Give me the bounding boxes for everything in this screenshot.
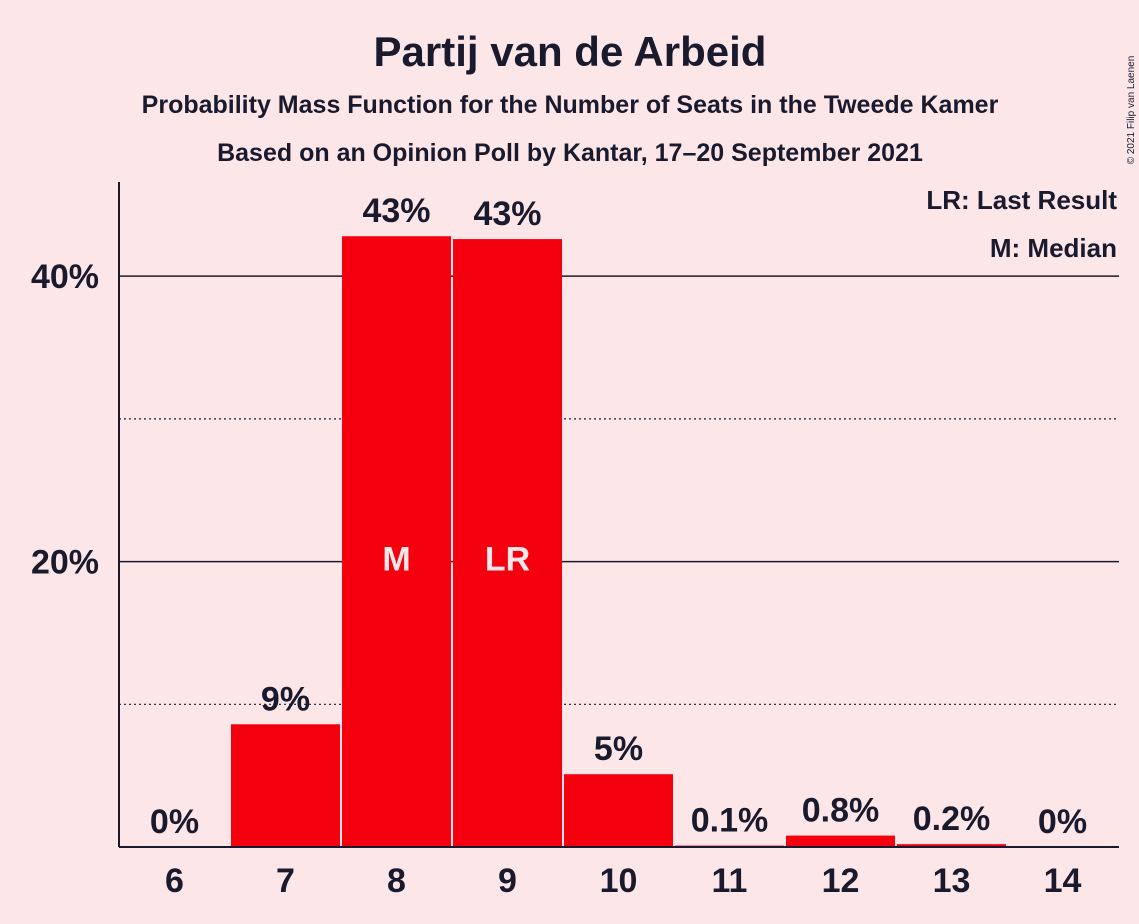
data-label-seats-14: 0% — [1038, 803, 1087, 841]
x-tick-label-8: 8 — [387, 862, 406, 900]
data-label-seats-7: 9% — [261, 680, 310, 718]
bar-seats-9 — [453, 239, 562, 847]
x-tick-label-14: 14 — [1044, 862, 1082, 900]
x-tick-label-12: 12 — [822, 862, 860, 900]
data-label-seats-10: 5% — [594, 730, 643, 768]
chart-title: Partij van de Arbeid — [374, 28, 767, 75]
x-tick-label-10: 10 — [600, 862, 638, 900]
bar-marker-lr: LR — [485, 541, 530, 579]
legend-median: M: Median — [990, 233, 1117, 263]
chart-subtitle: Probability Mass Function for the Number… — [142, 91, 999, 119]
axes: 20% 40% 6 7 8 9 10 11 12 13 14 — [31, 182, 1119, 900]
data-label-seats-8: 43% — [362, 192, 430, 230]
x-tick-label-7: 7 — [276, 862, 295, 900]
legend-last-result: LR: Last Result — [926, 185, 1117, 215]
x-tick-label-13: 13 — [933, 862, 971, 900]
bars: 0% 9% 43% 43% 5% 0.1% 0.8% 0.2% 0% M LR — [150, 192, 1087, 847]
chart-subtitle-source: Based on an Opinion Poll by Kantar, 17–2… — [217, 139, 923, 167]
bar-seats-8 — [342, 236, 451, 847]
x-tick-label-6: 6 — [165, 862, 184, 900]
x-tick-label-11: 11 — [712, 862, 748, 900]
y-tick-label: 20% — [31, 544, 99, 582]
bar-marker-m: M — [382, 541, 410, 579]
data-label-seats-6: 0% — [150, 803, 199, 841]
y-tick-label: 40% — [31, 258, 99, 296]
bar-seats-10 — [564, 774, 673, 847]
x-tick-label-9: 9 — [498, 862, 517, 900]
copyright-notice: © 2021 Filip van Laenen — [1126, 56, 1137, 165]
data-label-seats-11: 0.1% — [691, 802, 769, 840]
bar-seats-12 — [786, 835, 895, 847]
data-label-seats-9: 43% — [473, 195, 541, 233]
bar-seats-13 — [897, 844, 1006, 847]
data-label-seats-13: 0.2% — [913, 800, 991, 838]
gridlines — [119, 275, 1119, 705]
data-label-seats-12: 0.8% — [802, 792, 880, 830]
bar-seats-7 — [231, 724, 340, 847]
